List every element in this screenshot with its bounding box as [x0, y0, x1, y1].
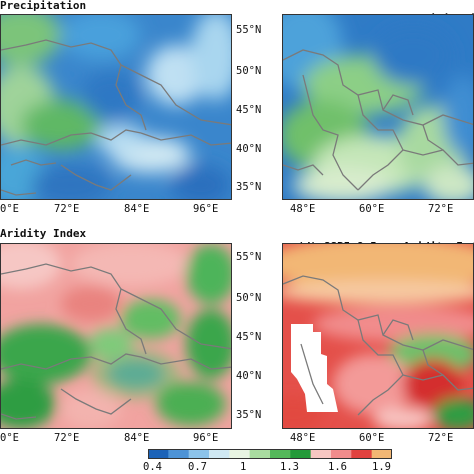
map-a-field	[1, 15, 231, 199]
lat-tick-a-40: 40°N	[236, 143, 262, 155]
colorbar-segment	[310, 449, 332, 459]
lat-tick-c-45: 45°N	[236, 331, 262, 343]
lon-tick-a-0: 0°E	[0, 203, 19, 215]
caspian-sea-mask	[291, 324, 338, 412]
colorbar-tick-3: 1.3	[280, 461, 299, 473]
colorbar-tick-0: 0.4	[143, 461, 162, 473]
colorbar-segment	[351, 449, 373, 459]
colorbar-segment	[270, 449, 291, 459]
lat-tick-c-50: 50°N	[236, 292, 262, 304]
colorbar-segment	[249, 449, 271, 459]
colorbar-segment	[188, 449, 210, 459]
colorbar	[148, 449, 392, 459]
map-aridity-ssp585	[282, 243, 474, 429]
lon-tick-c-72: 72°E	[54, 432, 80, 444]
colorbar-tick-5: 1.9	[372, 461, 391, 473]
colorbar-segment	[148, 449, 169, 459]
lon-tick-a-96: 96°E	[193, 203, 219, 215]
lon-tick-c-0: 0°E	[0, 432, 19, 444]
map-c-borders	[1, 263, 231, 420]
colorbar-segment	[290, 449, 312, 459]
lon-tick-d-72: 72°E	[428, 432, 454, 444]
lon-tick-a-72: 72°E	[54, 203, 80, 215]
lon-tick-d-48: 48°E	[290, 432, 316, 444]
panel-c-title: Aridity Index	[0, 227, 87, 240]
colorbar-segment	[371, 449, 392, 459]
colorbar-frame	[148, 449, 392, 459]
lon-tick-b-60: 60°E	[359, 203, 385, 215]
map-b-field	[283, 15, 473, 199]
colorbar-segment	[229, 449, 251, 459]
colorbar-tick-4: 1.6	[328, 461, 347, 473]
colorbar-segment	[209, 449, 230, 459]
map-d-borders	[283, 275, 473, 416]
lon-tick-a-84: 84°E	[124, 203, 150, 215]
map-aridity-historical	[0, 243, 232, 429]
lat-tick-c-40: 40°N	[236, 370, 262, 382]
lon-tick-b-72: 72°E	[428, 203, 454, 215]
panel-a-title: Precipitation	[0, 0, 87, 12]
lon-tick-d-60: 60°E	[359, 432, 385, 444]
lat-tick-c-55: 55°N	[236, 251, 262, 263]
colorbar-tick-1: 0.7	[188, 461, 207, 473]
colorbar-segment	[331, 449, 352, 459]
colorbar-segment	[168, 449, 190, 459]
map-b-borders	[283, 49, 473, 191]
map-d-field	[283, 244, 473, 428]
lat-tick-a-55: 55°N	[236, 24, 262, 36]
map-a-borders	[1, 39, 231, 196]
lat-tick-a-50: 50°N	[236, 65, 262, 77]
map-c-field	[1, 244, 231, 428]
lat-tick-a-45: 45°N	[236, 104, 262, 116]
lat-tick-c-35: 35°N	[236, 409, 262, 421]
lon-tick-c-84: 84°E	[124, 432, 150, 444]
map-precipitation-historical	[0, 14, 232, 200]
map-precipitation-ssp585	[282, 14, 474, 200]
lat-tick-a-35: 35°N	[236, 181, 262, 193]
lon-tick-c-96: 96°E	[193, 432, 219, 444]
colorbar-tick-2: 1	[240, 461, 247, 473]
lon-tick-b-48: 48°E	[290, 203, 316, 215]
